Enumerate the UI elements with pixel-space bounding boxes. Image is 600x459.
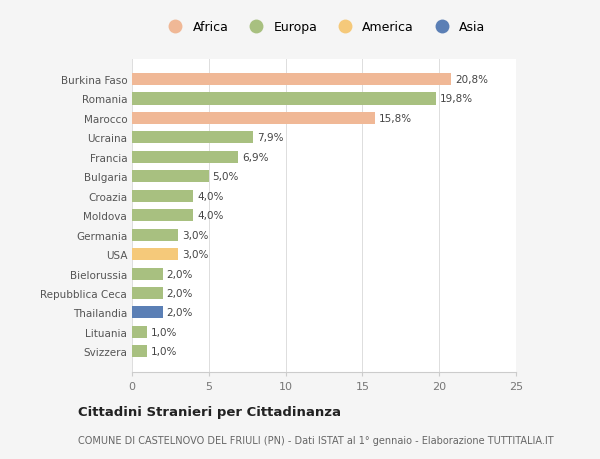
Text: 20,8%: 20,8%: [455, 75, 488, 85]
Bar: [132, 248, 178, 261]
Bar: [132, 93, 436, 105]
Text: 4,0%: 4,0%: [197, 191, 224, 202]
Bar: [132, 151, 238, 163]
Bar: [132, 307, 163, 319]
Text: 3,0%: 3,0%: [182, 230, 208, 240]
Text: 3,0%: 3,0%: [182, 250, 208, 259]
Text: 2,0%: 2,0%: [167, 269, 193, 279]
Bar: [132, 112, 374, 125]
Legend: Africa, Europa, America, Asia: Africa, Europa, America, Asia: [158, 16, 490, 39]
Bar: [132, 132, 253, 144]
Bar: [132, 287, 163, 299]
Text: 5,0%: 5,0%: [212, 172, 239, 182]
Bar: [132, 346, 148, 358]
Bar: [132, 190, 193, 202]
Bar: [132, 326, 148, 338]
Text: 19,8%: 19,8%: [440, 94, 473, 104]
Text: Cittadini Stranieri per Cittadinanza: Cittadini Stranieri per Cittadinanza: [78, 405, 341, 419]
Text: 15,8%: 15,8%: [379, 114, 412, 123]
Bar: [132, 74, 451, 86]
Text: 1,0%: 1,0%: [151, 327, 178, 337]
Text: 1,0%: 1,0%: [151, 347, 178, 357]
Text: 2,0%: 2,0%: [167, 308, 193, 318]
Text: 7,9%: 7,9%: [257, 133, 284, 143]
Bar: [132, 171, 209, 183]
Text: 6,9%: 6,9%: [242, 152, 268, 162]
Text: 2,0%: 2,0%: [167, 288, 193, 298]
Bar: [132, 210, 193, 222]
Text: 4,0%: 4,0%: [197, 211, 224, 221]
Bar: [132, 268, 163, 280]
Bar: [132, 229, 178, 241]
Text: COMUNE DI CASTELNOVO DEL FRIULI (PN) - Dati ISTAT al 1° gennaio - Elaborazione T: COMUNE DI CASTELNOVO DEL FRIULI (PN) - D…: [78, 435, 554, 445]
